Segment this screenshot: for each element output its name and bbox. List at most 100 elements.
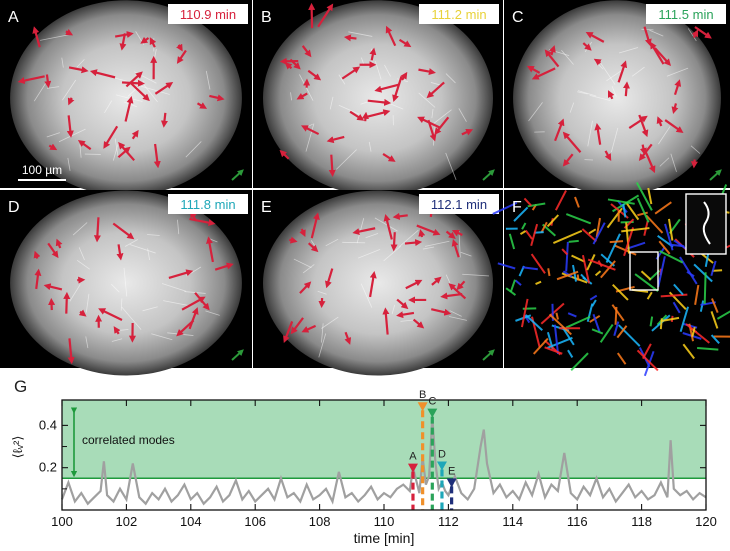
trajectory-streak: [660, 293, 688, 298]
trajectory-streak: [710, 334, 720, 345]
velocity-arrow: [63, 291, 71, 314]
velocity-arrow: [451, 229, 463, 237]
panel-time-label: 110.9 min: [180, 7, 236, 22]
velocity-arrow: [153, 143, 161, 169]
trajectory-streak: [567, 312, 577, 318]
velocity-arrow: [594, 123, 602, 145]
velocity-arrow: [66, 115, 74, 138]
velocity-arrow: [140, 36, 150, 44]
velocity-arrow: [456, 280, 466, 291]
velocity-arrow: [78, 309, 87, 317]
velocity-arrow: [434, 116, 450, 135]
filament-streak: [121, 306, 142, 330]
filament-streak: [659, 157, 670, 167]
filament-streak: [69, 284, 81, 302]
filament-streak: [577, 91, 588, 95]
x-tick-label: 120: [695, 514, 717, 529]
trajectory-streak: [710, 311, 719, 329]
panel-b: 111.2 min B: [253, 0, 503, 196]
filament-streak: [690, 145, 701, 154]
marker-d: D: [436, 448, 447, 510]
trajectory-streak: [567, 349, 574, 358]
filament-streak: [151, 333, 173, 341]
trajectory-streak: [623, 227, 635, 257]
trajectory-streak: [625, 222, 631, 254]
velocity-arrow: [622, 81, 630, 97]
velocity-arrow: [301, 125, 320, 136]
velocity-arrow: [639, 144, 647, 156]
velocity-arrow: [382, 153, 396, 162]
velocity-arrow: [392, 212, 408, 220]
trajectory-streak: [588, 228, 597, 235]
x-tick-label: 110: [374, 514, 395, 529]
trajectory-streak: [637, 211, 648, 217]
zoom-inset: [685, 193, 727, 255]
velocity-arrow: [383, 213, 393, 240]
velocity-arrow: [427, 119, 437, 142]
trajectory-streak: [673, 283, 684, 296]
velocity-arrow: [382, 307, 390, 335]
filament-streak: [528, 102, 543, 122]
trajectory-streak: [554, 190, 567, 211]
trajectory-streak: [658, 240, 671, 255]
velocity-arrow: [404, 239, 423, 247]
trajectory-streak: [716, 310, 730, 320]
velocity-arrow: [310, 212, 320, 239]
filament-streak: [62, 79, 77, 101]
trajectory-streak: [556, 270, 579, 281]
trajectory-streak: [617, 200, 628, 214]
trajectory-streak: [530, 223, 539, 246]
velocity-arrow: [47, 242, 59, 259]
filament-streak: [391, 304, 396, 315]
trajectory-streak: [670, 243, 685, 248]
trajectory-streak: [565, 213, 592, 225]
filament-streak: [329, 96, 334, 110]
velocity-arrow: [554, 118, 565, 142]
filament-streak: [184, 291, 206, 294]
filament-streak: [147, 234, 160, 236]
velocity-arrow: [367, 98, 392, 106]
filament-streak: [399, 229, 419, 247]
velocity-arrow: [418, 229, 426, 238]
filament-streak: [445, 152, 457, 180]
filament-streak: [317, 290, 327, 295]
velocity-arrow: [412, 318, 425, 329]
trajectory-streak: [525, 314, 543, 331]
filament-streak: [129, 244, 156, 254]
trajectory-streak: [691, 326, 696, 337]
trajectory-streak: [586, 303, 594, 322]
velocity-arrow: [656, 116, 664, 127]
trajectory-streak: [600, 260, 616, 279]
velocity-arrow: [544, 49, 560, 68]
filament-streak: [142, 306, 158, 312]
trajectory-streak: [694, 284, 700, 305]
trajectory-streak: [568, 239, 579, 243]
band-label: correlated modes: [82, 433, 175, 447]
filament-streak: [111, 283, 120, 293]
panel-e: 112.1 min E: [253, 190, 503, 376]
velocity-arrow: [299, 228, 306, 238]
trajectory-streak: [589, 294, 598, 301]
velocity-arrow: [67, 338, 75, 365]
filament-streak: [374, 217, 398, 232]
velocity-arrow: [352, 227, 376, 236]
reference-arrow: [231, 169, 244, 181]
trajectory-streak: [552, 229, 583, 244]
trajectory-streak: [693, 263, 713, 283]
trajectory-streak: [634, 273, 659, 292]
filament-streak: [72, 222, 88, 236]
trajectory-streak: [576, 274, 580, 281]
filament-streak: [120, 329, 129, 331]
time-label-box: [646, 4, 726, 24]
velocity-arrow: [67, 97, 75, 106]
trajectory-streak: [524, 229, 533, 240]
velocity-arrow: [562, 131, 582, 153]
trajectory-streak: [508, 233, 516, 250]
velocity-arrow: [284, 62, 293, 70]
marker-label: D: [438, 448, 446, 460]
velocity-arrow: [694, 26, 712, 39]
velocity-arrow: [390, 232, 398, 252]
panel-c: 111.5 min C: [504, 0, 730, 196]
filament-streak: [61, 57, 64, 68]
